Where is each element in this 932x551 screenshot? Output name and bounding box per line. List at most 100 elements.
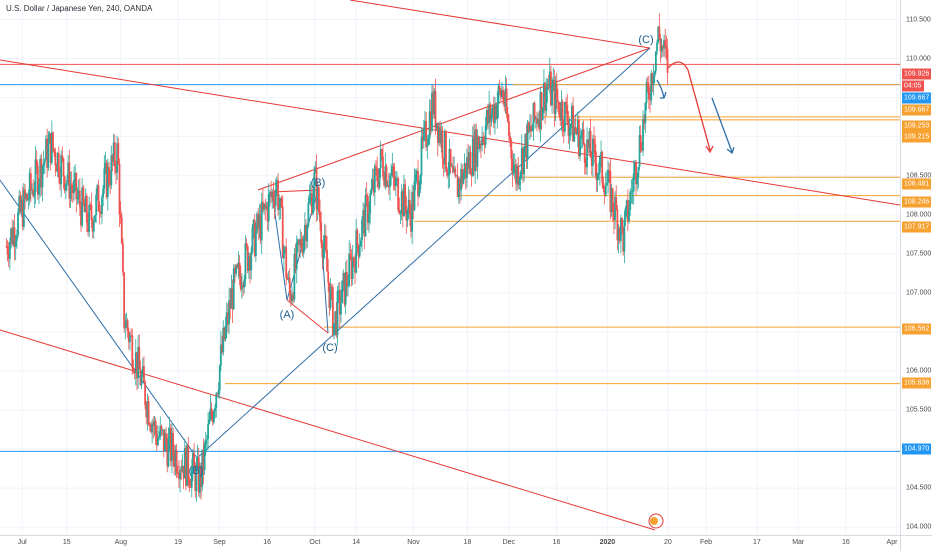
candle-body bbox=[561, 101, 564, 126]
candle-body bbox=[141, 366, 144, 376]
candle-body bbox=[649, 99, 651, 101]
candle-body bbox=[478, 143, 481, 149]
candle-body bbox=[362, 210, 365, 220]
candle-body bbox=[333, 323, 335, 335]
candle-body bbox=[629, 191, 632, 210]
candle-body bbox=[211, 415, 214, 423]
candle-body bbox=[450, 165, 453, 167]
candle-body bbox=[11, 228, 14, 245]
candle-body bbox=[20, 199, 23, 213]
candle-body bbox=[441, 131, 444, 159]
candle-body bbox=[666, 48, 669, 73]
price-tag: 106.562 bbox=[902, 323, 932, 335]
time-tick-label: 20 bbox=[663, 539, 672, 546]
candle-body bbox=[13, 227, 16, 247]
candle-body bbox=[158, 437, 161, 438]
candle-body bbox=[285, 247, 288, 278]
candle-body bbox=[99, 212, 102, 214]
candle-body bbox=[187, 444, 190, 480]
symbol-title: U.S. Dollar / Japanese Yen, 240, OANDA bbox=[6, 4, 153, 13]
candle-body bbox=[104, 163, 107, 169]
wave-label: (A) bbox=[280, 309, 295, 321]
candle-body bbox=[196, 457, 199, 466]
candle-body bbox=[32, 189, 35, 197]
chart-area[interactable]: (C) (B) (A) (C) (B) U.S. Dollar / Japanese Y… bbox=[0, 0, 900, 535]
price-axis[interactable]: 110.500110.000109.500109.000108.500108.0… bbox=[900, 0, 932, 535]
time-axis[interactable]: Jul 15 Aug 19 Sep 16 Oct 14 Nov 18 Dec 16 2020 20 Feb 1… bbox=[0, 535, 900, 551]
candle-body bbox=[557, 99, 559, 102]
candle-body bbox=[487, 110, 489, 124]
candle-body bbox=[533, 103, 536, 120]
candle-body bbox=[434, 90, 437, 129]
candle-body bbox=[296, 239, 299, 243]
candle-body bbox=[379, 149, 382, 169]
candle-body bbox=[293, 254, 296, 300]
candle-body bbox=[547, 86, 550, 89]
candle-body bbox=[234, 268, 236, 274]
candle-body bbox=[312, 198, 314, 214]
candle-body bbox=[591, 138, 594, 166]
candle-body bbox=[471, 137, 474, 176]
candle-body bbox=[280, 198, 283, 207]
candle-body bbox=[27, 199, 30, 201]
candle-body bbox=[446, 169, 449, 176]
candle-body bbox=[265, 205, 268, 209]
candle-body bbox=[109, 183, 112, 186]
candle-body bbox=[632, 173, 635, 192]
candle-body bbox=[33, 192, 36, 197]
candle-body bbox=[503, 99, 506, 107]
candle-body bbox=[481, 136, 484, 146]
candle-body bbox=[601, 151, 604, 183]
time-tick-label: 15 bbox=[62, 539, 71, 546]
candle-body bbox=[96, 185, 99, 195]
candle-body bbox=[272, 191, 275, 201]
candle-body bbox=[645, 82, 648, 103]
candle-body bbox=[415, 170, 418, 175]
candle-body bbox=[122, 243, 124, 273]
candle-body bbox=[576, 120, 579, 135]
candle-body bbox=[411, 192, 414, 232]
price-tick-label: 104.500 bbox=[906, 484, 932, 492]
candle-body bbox=[67, 162, 70, 181]
candle-body bbox=[300, 239, 303, 249]
candle-body bbox=[237, 262, 240, 268]
candle-body bbox=[95, 194, 98, 216]
candle-body bbox=[273, 200, 276, 206]
price-tick-label: 110.000 bbox=[906, 55, 931, 63]
candle-body bbox=[538, 119, 541, 129]
candle-body bbox=[562, 125, 565, 132]
candle-body bbox=[218, 365, 221, 391]
candle-body bbox=[359, 240, 362, 247]
candle-body bbox=[623, 219, 626, 252]
candle-body bbox=[229, 300, 232, 309]
candle-body bbox=[638, 135, 641, 167]
candle-body bbox=[491, 105, 494, 114]
candle-body bbox=[48, 133, 51, 144]
candle-body bbox=[579, 138, 581, 157]
candle-body bbox=[624, 207, 627, 220]
candle-body bbox=[154, 421, 157, 435]
forecast-arrow-icon bbox=[711, 97, 733, 153]
candle-body bbox=[568, 128, 571, 136]
candle-body bbox=[368, 213, 370, 223]
candle-body bbox=[540, 92, 543, 120]
candle-body bbox=[499, 89, 502, 97]
price-tag: 04:05 bbox=[902, 80, 924, 92]
candle-body bbox=[328, 282, 331, 308]
candle-body bbox=[372, 179, 375, 193]
candle-body bbox=[522, 148, 524, 175]
time-tick-label: 17 bbox=[752, 539, 761, 546]
candle-body bbox=[336, 291, 339, 336]
candle-body bbox=[157, 437, 159, 445]
candle-body bbox=[600, 151, 602, 157]
candle-body bbox=[249, 256, 251, 271]
candle-body bbox=[317, 187, 320, 212]
time-tick-label: Mar bbox=[792, 539, 805, 546]
candle-body bbox=[537, 119, 539, 124]
candle-body bbox=[110, 155, 113, 186]
candle-body bbox=[275, 180, 278, 191]
chart-canvas[interactable]: (C) (B) (A) (C) (B) bbox=[0, 0, 900, 535]
candle-body bbox=[646, 82, 649, 88]
candle-body bbox=[172, 432, 175, 456]
candle-body bbox=[519, 172, 522, 179]
